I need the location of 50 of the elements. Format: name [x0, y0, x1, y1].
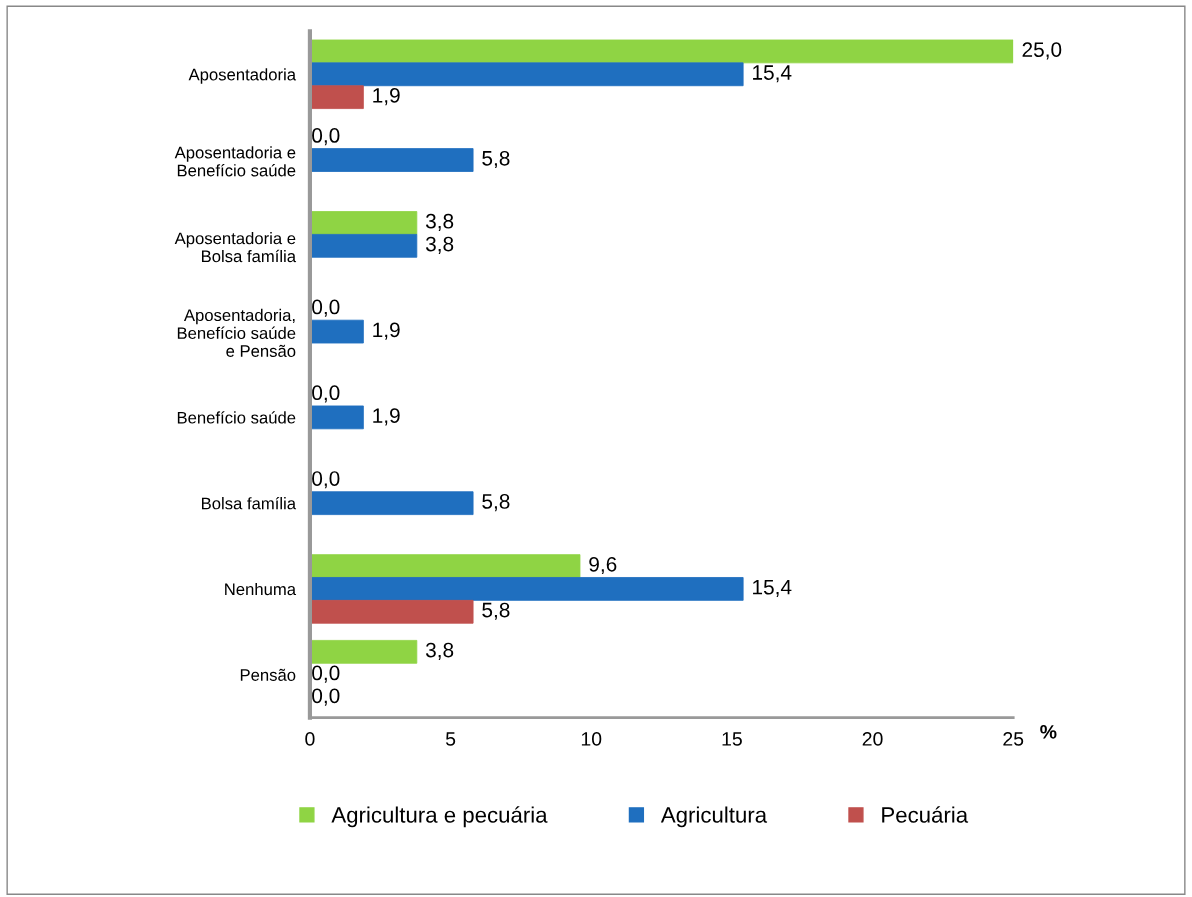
y-tick-label: Aposentadoria, Benefício saúde e Pensão	[177, 308, 296, 357]
data-label: 5,8	[482, 494, 510, 512]
data-label: 0,0	[312, 471, 340, 489]
data-label: 9,6	[589, 556, 617, 575]
bar	[309, 491, 474, 516]
bar	[309, 62, 744, 87]
data-label: 0,0	[312, 128, 340, 146]
legend-label: Agricultura	[660, 806, 768, 828]
data-label: 0,0	[312, 688, 340, 706]
y-tick-label: Pensão	[240, 668, 296, 681]
data-label: 0,0	[312, 665, 340, 683]
legend-label: Pecuária	[882, 806, 969, 823]
bar	[309, 599, 474, 624]
data-label: 1,9	[373, 408, 400, 426]
data-label: 3,8	[425, 213, 454, 232]
y-tick-label: Aposentadoria e Bolsa família	[174, 232, 297, 263]
bar	[309, 319, 364, 344]
bar	[309, 577, 744, 601]
bar	[309, 639, 418, 664]
data-label: 3,8	[425, 642, 454, 660]
data-label: 3,8	[425, 236, 454, 254]
y-tick-label: Aposentadoria e Benefício saúde	[174, 146, 296, 177]
bar	[309, 39, 1014, 64]
bar	[309, 148, 474, 172]
bar	[309, 85, 364, 110]
x-tick-label: 25	[1003, 732, 1024, 746]
x-tick-label: 20	[862, 732, 883, 746]
x-tick-label: 5	[445, 732, 456, 746]
legend-label: Agricultura e pecuária	[331, 806, 548, 828]
y-tick-label: Nenhuma	[225, 582, 297, 596]
y-tick-label: Benefício saúde	[177, 411, 296, 424]
data-label: 5,8	[482, 602, 510, 620]
bar	[309, 405, 364, 430]
data-label: 0,0	[312, 299, 340, 317]
x-tick-label: 15	[722, 732, 742, 746]
data-label: 15,4	[753, 65, 792, 83]
data-label: 15,4	[753, 579, 792, 597]
y-tick-label: Aposentadoria	[188, 68, 297, 84]
data-label: 0,0	[312, 385, 340, 403]
x-tick-label: 10	[581, 732, 602, 746]
x-axis-title: %	[1040, 725, 1057, 739]
data-label: 1,9	[373, 88, 400, 106]
data-label: 5,8	[482, 150, 510, 169]
x-tick-label: 0	[305, 732, 315, 746]
data-label: 25,0	[1022, 42, 1062, 60]
bar	[309, 233, 418, 258]
bar	[309, 211, 418, 235]
data-label: 1,9	[373, 322, 400, 340]
bar	[309, 554, 581, 578]
y-tick-label: Bolsa família	[201, 496, 297, 510]
